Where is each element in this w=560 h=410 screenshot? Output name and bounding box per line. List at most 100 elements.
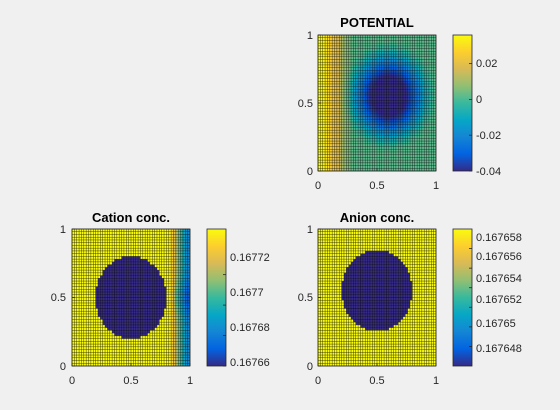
heatmap-cell	[343, 78, 347, 82]
heatmap-cell	[362, 165, 366, 169]
heatmap-cell	[140, 272, 143, 276]
heatmap-cell	[135, 308, 139, 312]
heatmap-cell	[412, 141, 415, 144]
heatmap-cell	[95, 324, 99, 328]
heatmap-cell	[412, 135, 415, 139]
heatmap-cell	[107, 272, 110, 276]
heatmap-cell	[412, 40, 415, 44]
heatmap-cell	[140, 234, 143, 238]
heatmap-cell	[433, 157, 437, 161]
heatmap-cell	[175, 341, 179, 345]
heatmap-cell	[112, 333, 115, 336]
heatmap-cell	[332, 40, 335, 44]
heatmap-cell	[348, 157, 352, 161]
heatmap-cell	[379, 127, 382, 131]
heatmap-cell	[119, 319, 122, 323]
heatmap-cell	[374, 165, 378, 169]
heatmap-cell	[428, 59, 432, 63]
heatmap-cell	[168, 239, 172, 243]
heatmap-cell	[140, 355, 143, 358]
heatmap-cell	[83, 234, 87, 238]
heatmap-cell	[334, 141, 337, 144]
heatmap-cell	[119, 275, 122, 279]
heatmap-cell	[329, 94, 333, 98]
heatmap-cell	[433, 154, 437, 158]
heatmap-cell	[367, 149, 370, 153]
heatmap-cell	[90, 272, 94, 276]
heatmap-cell	[166, 305, 169, 309]
heatmap-cell	[149, 259, 153, 262]
heatmap-cell	[126, 283, 129, 287]
heatmap-cell	[343, 62, 347, 65]
heatmap-cell	[135, 330, 139, 334]
heatmap-cell	[346, 168, 349, 172]
heatmap-cell	[414, 157, 418, 161]
heatmap-cell	[112, 278, 115, 282]
heatmap-cell	[367, 168, 370, 172]
heatmap-cell	[329, 54, 333, 57]
heatmap-cell	[386, 124, 389, 128]
heatmap-cell	[412, 73, 415, 76]
heatmap-cell	[112, 322, 115, 325]
heatmap-cell	[318, 100, 321, 104]
heatmap-cell	[161, 245, 165, 249]
heatmap-cell	[76, 352, 80, 356]
heatmap-cell	[156, 286, 160, 290]
heatmap-cell	[74, 308, 77, 312]
heatmap-cell	[336, 162, 340, 166]
heatmap-cell	[343, 111, 347, 114]
heatmap-cell	[322, 43, 326, 46]
heatmap-cell	[123, 264, 127, 268]
heatmap-cell	[152, 275, 155, 279]
heatmap-cell	[395, 40, 399, 44]
heatmap-cell	[336, 56, 340, 60]
heatmap-cell	[116, 305, 120, 309]
heatmap-cell	[121, 346, 124, 350]
heatmap-cell	[433, 59, 437, 63]
heatmap-cell	[362, 124, 366, 128]
heatmap-cell	[173, 250, 176, 254]
heatmap-cell	[426, 143, 429, 147]
heatmap-cell	[395, 132, 399, 136]
heatmap-cell	[164, 346, 167, 350]
heatmap-cell	[173, 229, 176, 232]
heatmap-cell	[407, 154, 411, 158]
heatmap-cell	[372, 108, 375, 112]
heatmap-cell	[135, 349, 139, 353]
heatmap-cell	[74, 286, 77, 290]
heatmap-cell	[365, 86, 368, 90]
heatmap-cell	[121, 316, 124, 320]
heatmap-cell	[166, 283, 169, 287]
heatmap-cell	[407, 151, 411, 155]
heatmap-cell	[428, 138, 432, 142]
heatmap-cell	[83, 229, 87, 232]
heatmap-cell	[362, 86, 366, 90]
heatmap-cell	[79, 292, 82, 295]
heatmap-cell	[369, 86, 373, 90]
heatmap-cell	[95, 234, 99, 238]
heatmap-cell	[90, 237, 94, 241]
heatmap-cell	[334, 132, 337, 136]
heatmap-cell	[147, 346, 150, 350]
heatmap-cell	[95, 278, 99, 282]
heatmap-cell	[407, 130, 411, 133]
heatmap-cell	[343, 45, 347, 49]
heatmap-cell	[145, 248, 148, 251]
heatmap-cell	[121, 261, 124, 265]
heatmap-cell	[105, 357, 108, 361]
heatmap-cell	[332, 35, 335, 38]
heatmap-cell	[105, 302, 108, 306]
heatmap-cell	[388, 130, 392, 133]
heatmap-cell	[86, 341, 89, 345]
heatmap-cell	[126, 242, 129, 246]
heatmap-cell	[93, 322, 96, 325]
heatmap-cell	[185, 305, 188, 309]
heatmap-cell	[187, 250, 191, 254]
heatmap-cell	[348, 103, 352, 106]
heatmap-cell	[367, 97, 370, 101]
heatmap-cell	[126, 344, 129, 347]
heatmap-cell	[355, 48, 359, 52]
heatmap-cell	[100, 341, 103, 345]
heatmap-cell	[154, 286, 158, 290]
heatmap-cell	[152, 333, 155, 336]
